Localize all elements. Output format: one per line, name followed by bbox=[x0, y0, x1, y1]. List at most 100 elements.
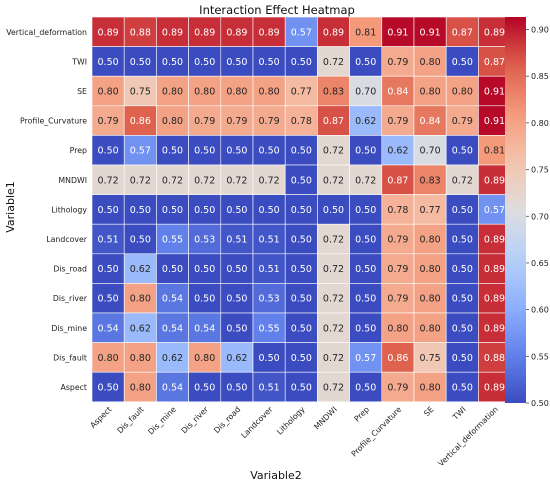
heatmap-cell bbox=[123, 105, 157, 136]
heatmap-cell bbox=[156, 371, 189, 403]
y-tick-label: Dis_fault bbox=[53, 353, 87, 362]
heatmap-cell-label: 0.62 bbox=[387, 146, 408, 157]
heatmap-cell-label: 0.51 bbox=[259, 264, 280, 275]
heatmap-cell bbox=[156, 46, 189, 77]
heatmap-cell-label: 0.72 bbox=[323, 323, 344, 334]
heatmap-cell-label: 0.77 bbox=[291, 87, 312, 98]
heatmap-cell-label: 0.79 bbox=[259, 116, 280, 127]
heatmap-cell bbox=[284, 135, 318, 166]
y-tick-label: TWI bbox=[71, 57, 87, 66]
heatmap-cell bbox=[156, 164, 189, 195]
x-axis-label: Variable2 bbox=[250, 469, 302, 482]
heatmap-cell-label: 0.86 bbox=[387, 353, 408, 364]
heatmap-cell-label: 0.50 bbox=[226, 294, 247, 305]
heatmap-cell-label: 0.89 bbox=[484, 235, 505, 246]
heatmap-cell bbox=[381, 46, 415, 77]
heatmap-cell-label: 0.89 bbox=[259, 27, 280, 38]
heatmap-cell bbox=[317, 223, 350, 255]
heatmap-cell bbox=[317, 283, 350, 314]
heatmap-cell bbox=[349, 16, 383, 47]
heatmap-cell-label: 0.50 bbox=[291, 235, 312, 246]
heatmap-cell-label: 0.78 bbox=[291, 116, 312, 127]
heatmap-cell-label: 0.80 bbox=[130, 353, 151, 364]
heatmap-cell-label: 0.88 bbox=[484, 353, 505, 364]
heatmap-cell-label: 0.79 bbox=[452, 116, 473, 127]
heatmap-cell-label: 0.50 bbox=[452, 57, 473, 68]
heatmap-cell-label: 0.50 bbox=[452, 235, 473, 246]
heatmap-cell bbox=[445, 371, 479, 403]
heatmap-cell-label: 0.57 bbox=[484, 205, 505, 216]
heatmap-cell-label: 0.89 bbox=[484, 294, 505, 305]
colorbar-tick-label: 0.80 bbox=[531, 119, 549, 128]
heatmap-cell-label: 0.50 bbox=[452, 353, 473, 364]
heatmap-cell-label: 0.50 bbox=[226, 57, 247, 68]
heatmap-cell bbox=[317, 135, 350, 166]
colorbar-tick-label: 0.70 bbox=[531, 212, 549, 221]
heatmap-cell-label: 0.50 bbox=[259, 353, 280, 364]
heatmap-cell bbox=[349, 105, 383, 136]
heatmap-cell bbox=[123, 283, 157, 314]
heatmap-cell-label: 0.75 bbox=[420, 353, 441, 364]
heatmap-cell-label: 0.88 bbox=[130, 27, 151, 38]
heatmap-cell-label: 0.80 bbox=[420, 383, 441, 394]
heatmap-cell-label: 0.72 bbox=[259, 175, 280, 186]
heatmap-cell-label: 0.79 bbox=[387, 294, 408, 305]
heatmap-cell-label: 0.57 bbox=[130, 146, 151, 157]
heatmap-cell-label: 0.79 bbox=[226, 116, 247, 127]
heatmap-cell-label: 0.50 bbox=[98, 146, 119, 157]
heatmap-cell-label: 0.54 bbox=[98, 323, 119, 334]
heatmap-cell bbox=[413, 105, 447, 136]
heatmap-cell-label: 0.50 bbox=[98, 383, 119, 394]
heatmap-cell bbox=[252, 105, 286, 136]
heatmap-cell bbox=[156, 194, 189, 225]
heatmap-cell bbox=[445, 46, 479, 77]
heatmap-cell-label: 0.50 bbox=[194, 205, 215, 216]
heatmap-cell-label: 0.50 bbox=[226, 205, 247, 216]
y-axis-label: Variable1 bbox=[4, 181, 17, 233]
heatmap-cell-label: 0.91 bbox=[420, 27, 441, 38]
heatmap-cell bbox=[220, 253, 254, 284]
heatmap-cell bbox=[349, 46, 383, 77]
heatmap-cell bbox=[188, 371, 222, 403]
heatmap-cell bbox=[349, 253, 383, 284]
heatmap-cell-label: 0.80 bbox=[194, 87, 215, 98]
heatmap-cell-label: 0.50 bbox=[130, 57, 151, 68]
y-tick-label: Profile_Curvature bbox=[20, 117, 87, 126]
heatmap-cell bbox=[413, 371, 447, 403]
heatmap-cell-label: 0.80 bbox=[162, 87, 183, 98]
heatmap-cell-label: 0.83 bbox=[323, 87, 344, 98]
colorbar-tick-label: 0.75 bbox=[531, 166, 549, 175]
heatmap-cell-label: 0.50 bbox=[98, 205, 119, 216]
heatmap-cell-label: 0.62 bbox=[355, 116, 376, 127]
heatmap-cell-label: 0.79 bbox=[387, 383, 408, 394]
heatmap-cell bbox=[413, 342, 447, 373]
heatmap-cell-label: 0.80 bbox=[420, 57, 441, 68]
heatmap-cell-label: 0.75 bbox=[130, 87, 151, 98]
heatmap-cell-label: 0.91 bbox=[387, 27, 408, 38]
heatmap-cell-label: 0.80 bbox=[98, 87, 119, 98]
heatmap-cell-label: 0.80 bbox=[387, 323, 408, 334]
heatmap-cell-label: 0.89 bbox=[226, 27, 247, 38]
heatmap-cell bbox=[156, 253, 189, 284]
heatmap-cell-label: 0.72 bbox=[355, 175, 376, 186]
heatmap-cell-label: 0.50 bbox=[162, 205, 183, 216]
heatmap-cell-label: 0.57 bbox=[355, 353, 376, 364]
heatmap-cell-label: 0.50 bbox=[226, 323, 247, 334]
heatmap-cell bbox=[413, 135, 447, 166]
heatmap-cell-label: 0.80 bbox=[420, 235, 441, 246]
heatmap-cell bbox=[381, 16, 415, 47]
heatmap-cell bbox=[91, 342, 125, 373]
heatmap-cell bbox=[381, 105, 415, 136]
heatmap-cell-label: 0.78 bbox=[387, 205, 408, 216]
heatmap-cell bbox=[252, 46, 286, 77]
heatmap-cell-label: 0.89 bbox=[484, 175, 505, 186]
colorbar-tick-labels: 0.50 0.55 0.60 0.65 0.70 0.75 0.80 0.85 0.90 bbox=[526, 26, 549, 408]
heatmap-cell-label: 0.50 bbox=[130, 235, 151, 246]
colorbar-tick-label: 0.50 bbox=[531, 399, 549, 408]
heatmap-cell bbox=[123, 371, 157, 403]
heatmap-cell-label: 0.50 bbox=[194, 264, 215, 275]
heatmap-cell bbox=[220, 371, 254, 403]
heatmap-cell bbox=[220, 283, 254, 314]
heatmap-cell bbox=[188, 105, 222, 136]
heatmap-cell-label: 0.87 bbox=[484, 57, 505, 68]
